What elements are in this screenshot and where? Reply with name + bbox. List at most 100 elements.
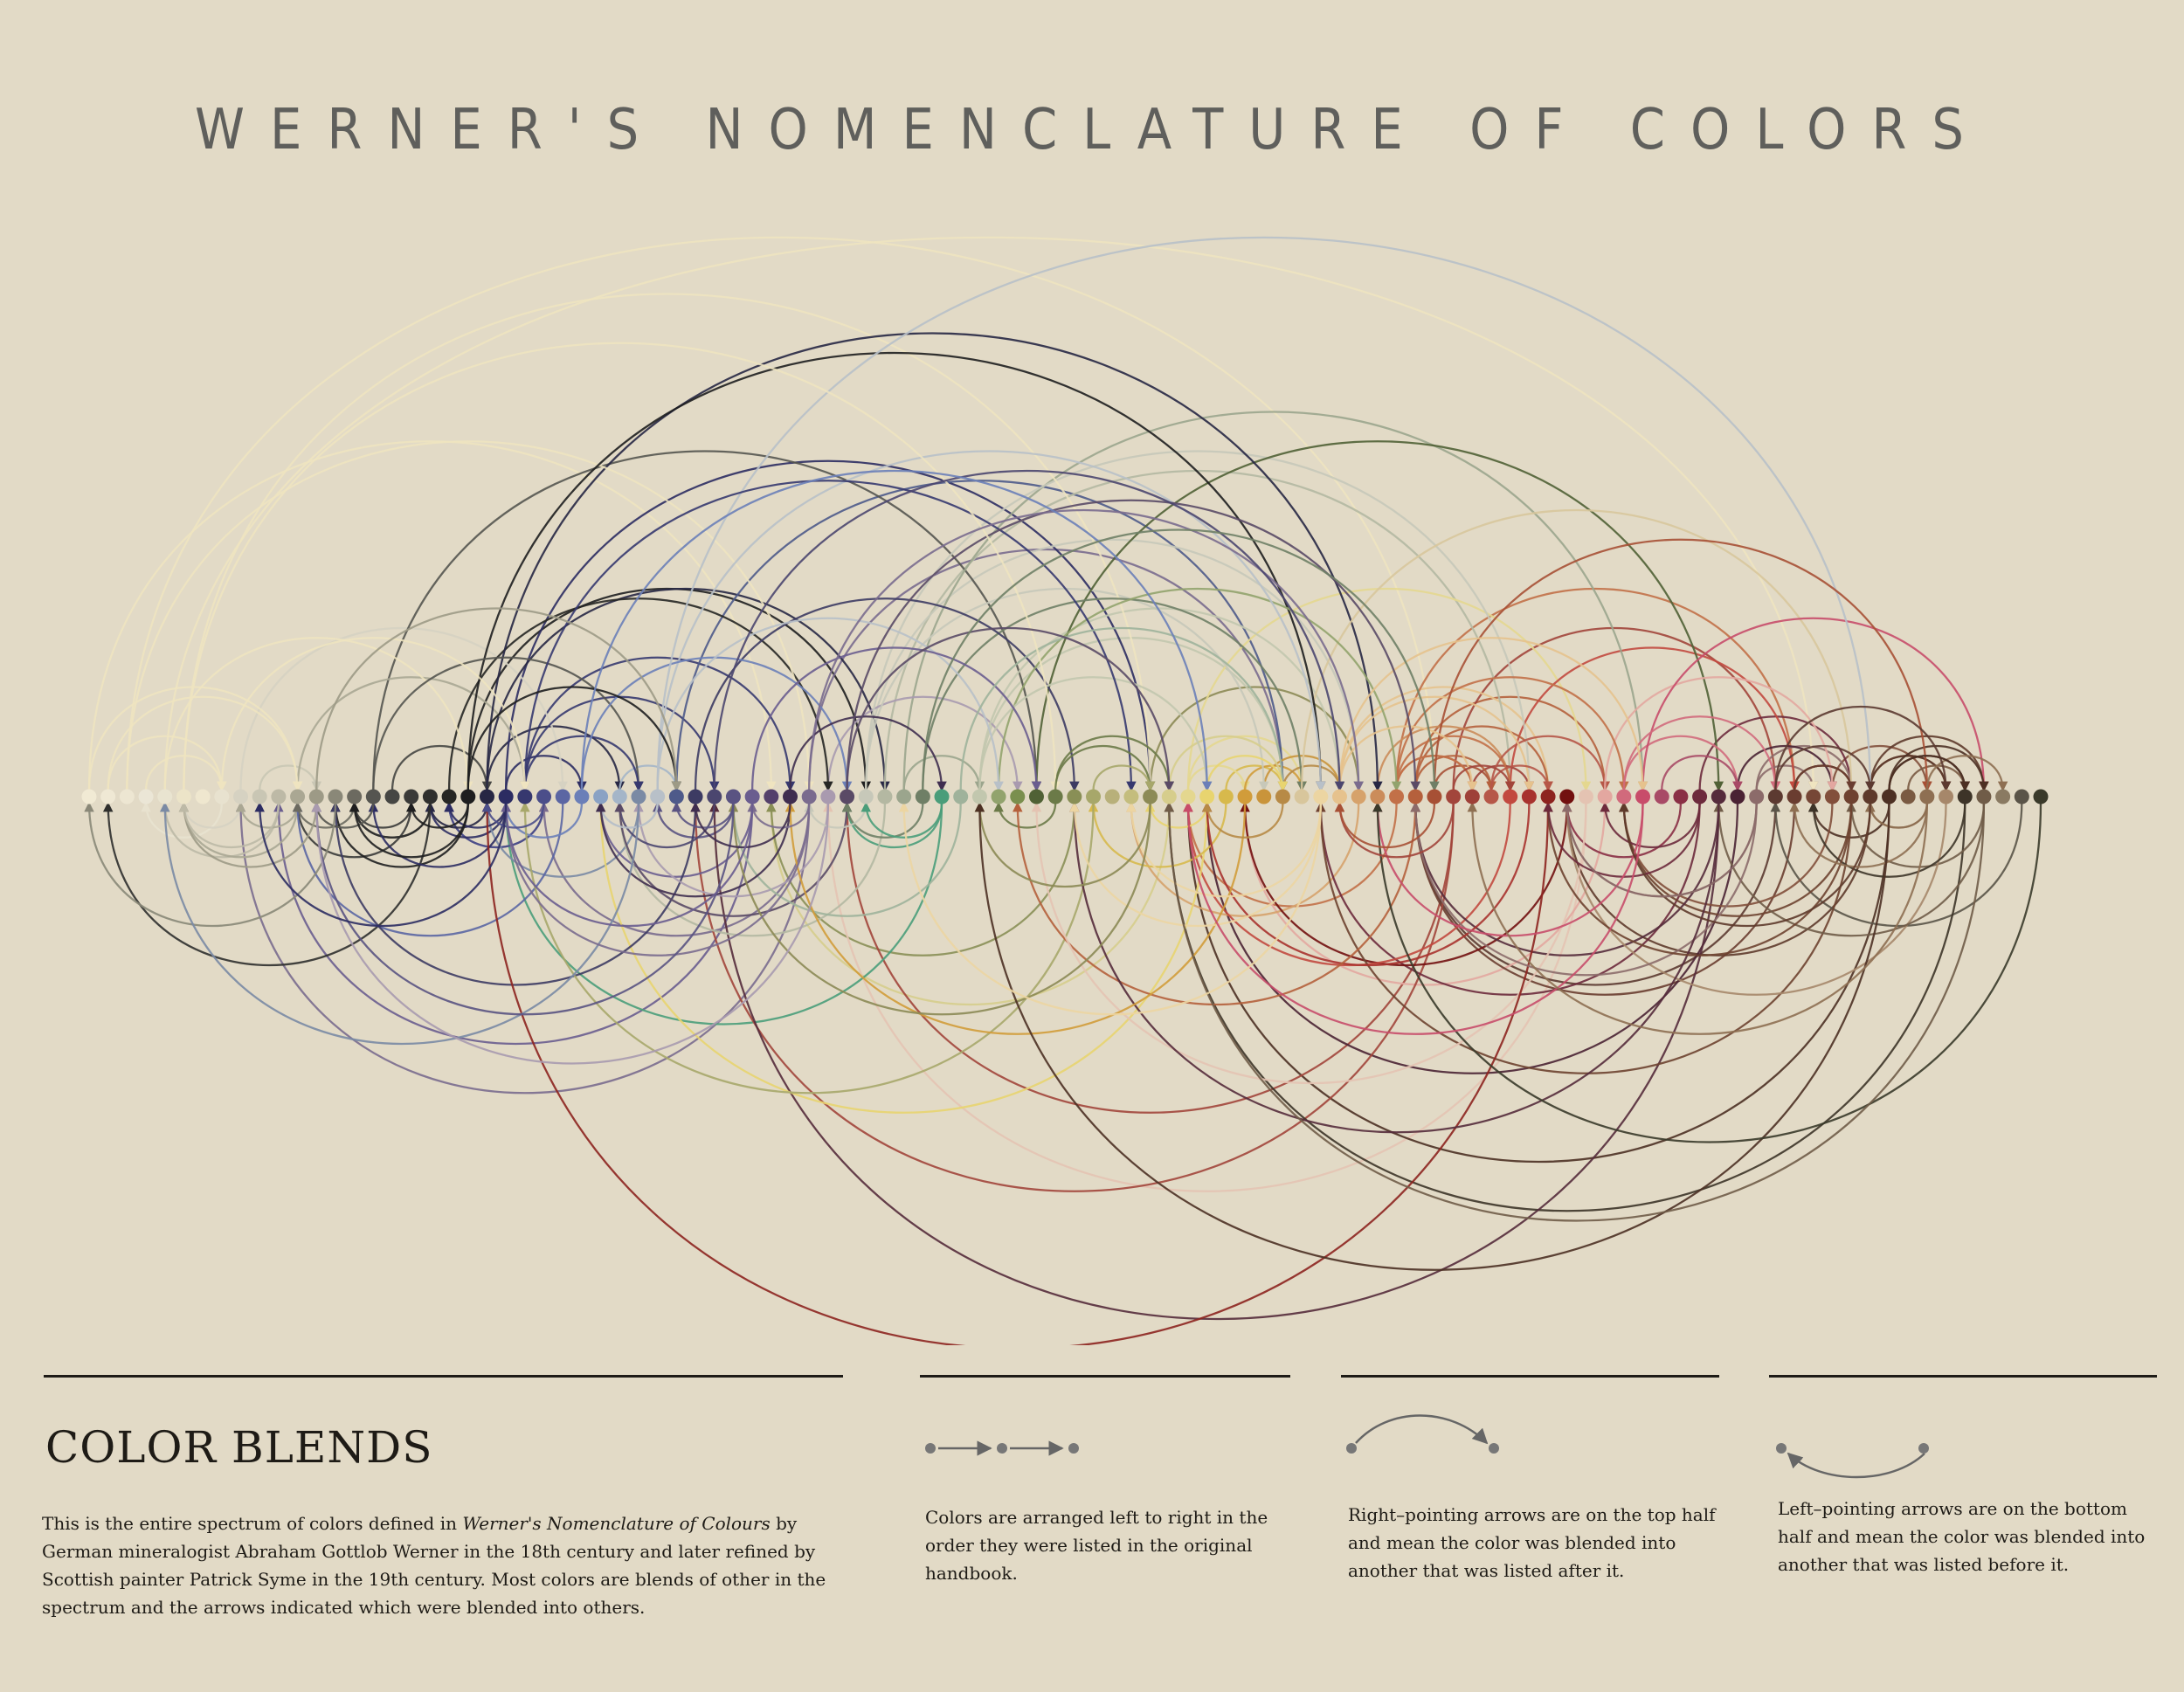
color-node [1939, 789, 1954, 805]
blend-arc [614, 801, 887, 937]
blend-arc [444, 801, 508, 829]
blend-arc [595, 801, 1208, 1114]
blend-arc [1144, 801, 1208, 829]
blend-arc [292, 801, 564, 937]
blend-arc [505, 755, 587, 792]
blend-arc [1774, 705, 1952, 792]
color-node [2033, 789, 2049, 805]
blend-arc [1183, 801, 1890, 1164]
color-node [1843, 789, 1859, 805]
blend-arc [505, 459, 1156, 792]
blend-arc [846, 499, 1420, 792]
color-node [1446, 789, 1462, 805]
blend-arc [747, 801, 811, 829]
blend-arc [656, 450, 1326, 792]
blend-arc [1604, 676, 1838, 792]
blend-arc [614, 801, 715, 849]
color-node [138, 789, 154, 805]
blend-arc [296, 676, 530, 792]
color-node [1123, 789, 1139, 805]
color-node [404, 789, 419, 805]
blend-arc [978, 607, 1345, 792]
blend-arc [1509, 646, 1800, 792]
blend-arc [1069, 801, 1322, 928]
blend-arc [107, 735, 227, 792]
blend-arc [425, 801, 508, 839]
color-node [1521, 789, 1537, 805]
color-node [1578, 789, 1593, 805]
color-node [1218, 789, 1234, 805]
blend-arc [1338, 695, 1535, 792]
blend-arc [523, 735, 644, 792]
blend-arc [1201, 801, 1739, 1074]
color-node [896, 789, 912, 805]
blend-arc [595, 801, 791, 898]
book-title: Werner's Nomenclature of Colours [462, 1513, 771, 1534]
color-node [1161, 789, 1177, 805]
order-description: Colors are arranged left to right in the… [925, 1507, 1268, 1584]
color-node [365, 789, 381, 805]
blend-arc [1641, 617, 1989, 792]
blend-arc [633, 801, 830, 898]
blend-arc [349, 801, 432, 839]
blend-arc [1054, 735, 1175, 792]
blend-arc [163, 236, 1819, 792]
section-divider [1769, 1375, 2157, 1378]
color-node [1806, 789, 1821, 805]
blend-arc [690, 801, 791, 849]
blend-arc [87, 440, 777, 792]
blend-arc [368, 801, 508, 868]
blend-arc [1300, 509, 1856, 792]
blend-arc [1334, 801, 1455, 859]
blend-arc [1414, 695, 1610, 792]
blend-arc [178, 801, 318, 868]
color-node [915, 789, 930, 805]
blend-arc [1452, 626, 1781, 792]
color-node [1881, 789, 1897, 805]
blend-arc [728, 801, 1151, 1016]
blend-arc [126, 236, 1440, 792]
blend-arc [372, 656, 644, 792]
blend-arc [1562, 801, 1683, 859]
blend-arc [311, 801, 830, 1065]
blend-arc [902, 411, 1648, 792]
blend-arc [1661, 755, 1743, 792]
blend-arc [1282, 764, 1345, 792]
blend-arc [1149, 686, 1364, 792]
blend-arc [974, 801, 1890, 1271]
blend-arc [1622, 715, 1781, 792]
blend-arc [481, 801, 1550, 1345]
blend-arc [501, 801, 584, 839]
blend-arc [311, 801, 375, 829]
color-node [271, 789, 287, 805]
color-node [1199, 789, 1215, 805]
color-node [1010, 789, 1026, 805]
blend-arc [1807, 801, 1966, 878]
color-node [1389, 789, 1405, 805]
blend-arc [860, 801, 943, 839]
blend-arc [126, 440, 814, 792]
blend-arc [1088, 801, 1227, 868]
blend-arc [349, 801, 412, 829]
color-node [820, 789, 836, 805]
color-node [441, 789, 457, 805]
blend-arc [1054, 744, 1156, 792]
blend-arc [1789, 801, 1929, 868]
blend-arc [486, 332, 1383, 792]
color-node [1086, 789, 1102, 805]
blend-arc [1562, 801, 1758, 898]
color-node [1067, 789, 1082, 805]
blend-arc [978, 676, 1213, 792]
blend-arc [865, 450, 1535, 792]
color-node [1824, 789, 1840, 805]
blend-arc [1164, 801, 1986, 1222]
color-node [783, 789, 798, 805]
blend-arc [1410, 801, 1720, 956]
color-node [1863, 789, 1878, 805]
blend-arc [1888, 744, 1989, 792]
blend-arc [1334, 801, 1436, 849]
blend-arc [1240, 801, 1568, 967]
blend-arc [619, 764, 682, 792]
blend-arc [808, 509, 1364, 792]
blend-arc [523, 656, 796, 792]
